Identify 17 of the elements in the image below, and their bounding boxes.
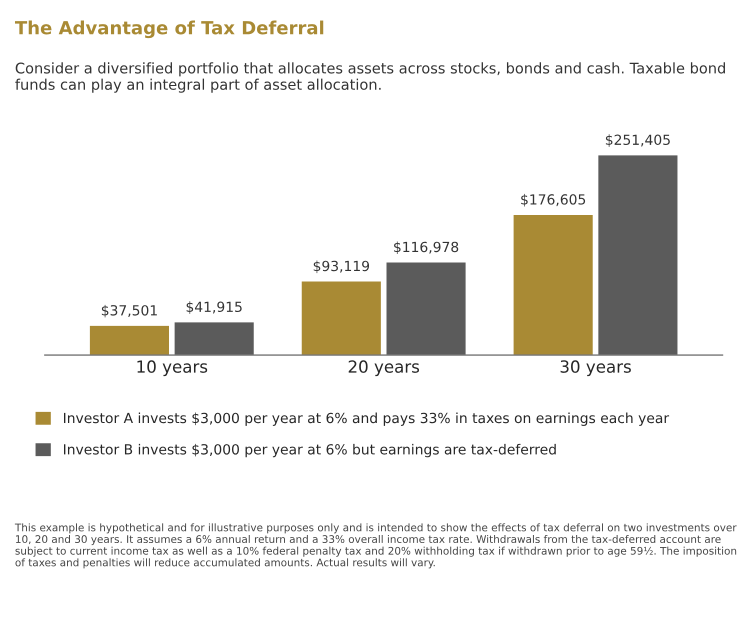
x-tick-label: 20 years bbox=[348, 360, 420, 376]
bar bbox=[88, 324, 170, 356]
bar bbox=[512, 214, 594, 356]
data-label: $37,501 bbox=[102, 304, 157, 318]
text: This example is hypothetical and for illustrative purposes only and is intended to show the effects of tax deferral on two investments over 10, 20 and 30 years. It assumes a 6% annual return and a 33% overall income tax rate. Withdrawals from the tax-deferred account are subject to current income tax as well as a 10% federal penalty tax and 20% withholding tax if withdrawn prior to age 59½. The imposition of taxes and penalties will reduce accumulated amounts. Actual results will vary. bbox=[14, 523, 737, 568]
x-tick-label: 30 years bbox=[560, 360, 631, 376]
legend-label: Investor A invests $3,000 per year at 6% and pays 33% in taxes on earnings each year bbox=[64, 412, 670, 426]
data-label: $93,119 bbox=[314, 260, 370, 274]
data-label: $176,605 bbox=[521, 194, 586, 207]
chart-subtitle: Consider a diversified portfolio that allocates assets across stocks, bonds and cash. Taxable bond funds can play an integral part of asset allocation. bbox=[15, 62, 725, 93]
data-label: $251,405 bbox=[606, 134, 670, 147]
legend-label: Investor B invests $3,000 per year at 6% but earnings are tax-deferred bbox=[64, 444, 556, 458]
bar bbox=[300, 280, 382, 356]
chart-title: The Advantage of Tax Deferral bbox=[14, 20, 324, 38]
x-tick-label: 10 years bbox=[137, 360, 208, 376]
data-label: $116,978 bbox=[394, 241, 458, 254]
data-label: $41,915 bbox=[186, 301, 242, 314]
